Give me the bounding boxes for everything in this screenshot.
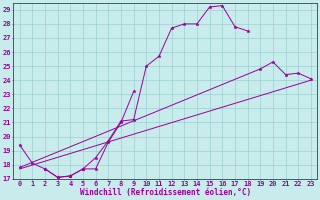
X-axis label: Windchill (Refroidissement éolien,°C): Windchill (Refroidissement éolien,°C)	[80, 188, 251, 197]
